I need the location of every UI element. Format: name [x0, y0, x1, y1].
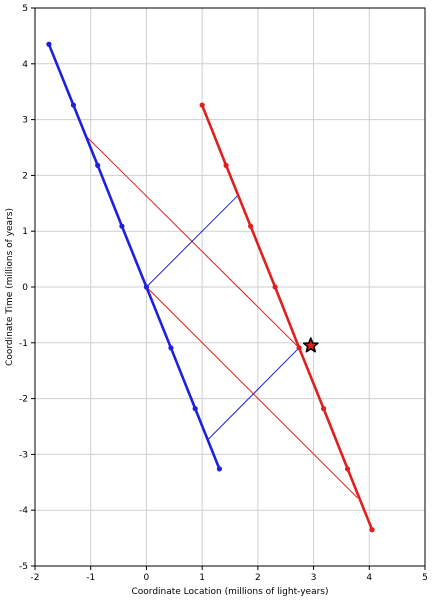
worldline-point [272, 284, 278, 290]
y-tick-label: 3 [22, 116, 28, 126]
worldline-point [296, 345, 302, 351]
axis-ticks: -2 -1 0 1 2 3 4 5 -5 -4 -3 -2 -1 0 1 2 3 4 5 [19, 4, 428, 583]
x-tick-label: 2 [255, 573, 261, 583]
worldline-point [143, 284, 150, 290]
y-axis-title: Coordinate Time (millions of years) [5, 208, 15, 366]
y-tick-label: -1 [19, 339, 28, 349]
worldlines [46, 41, 375, 533]
light-rays [84, 134, 358, 499]
worldline-point [119, 223, 125, 229]
x-tick-label: 4 [366, 573, 372, 583]
y-tick-label: -2 [19, 395, 28, 405]
grid-lines [34, 7, 426, 567]
worldline-point [223, 162, 229, 168]
light-ray [146, 194, 239, 288]
y-tick-label: 0 [22, 283, 28, 293]
worldline-2 [200, 103, 374, 531]
y-tick-label: 2 [22, 171, 28, 181]
worldline-point [344, 466, 351, 472]
x-tick-label: 3 [311, 573, 317, 583]
light-ray [146, 286, 358, 499]
y-tick-label: -5 [19, 562, 28, 572]
event-marker [302, 337, 319, 353]
worldline-1 [47, 43, 221, 471]
light-ray [207, 347, 300, 441]
y-tick-label: -3 [19, 450, 28, 460]
worldline-point [168, 345, 174, 351]
worldline-point [321, 406, 327, 412]
x-tick-label: -2 [31, 573, 40, 583]
worldline-point [192, 406, 198, 412]
x-tick-label: 1 [199, 573, 205, 583]
x-tick-label: 0 [144, 573, 150, 583]
x-tick-label: 5 [422, 573, 428, 583]
worldline-point [70, 102, 77, 108]
star-marker [302, 337, 319, 353]
worldline-point [199, 102, 205, 108]
worldline-point [248, 223, 254, 229]
y-tick-label: -4 [19, 506, 28, 516]
y-tick-label: 5 [22, 4, 28, 14]
worldline-point [95, 162, 101, 168]
worldline-point [46, 41, 52, 47]
x-tick-label: -1 [86, 573, 95, 583]
x-axis-title: Coordinate Location (millions of light-y… [131, 587, 328, 597]
worldline-point [369, 527, 375, 533]
y-tick-label: 4 [22, 60, 28, 70]
y-tick-label: 1 [22, 227, 28, 237]
worldline-point [216, 466, 223, 472]
